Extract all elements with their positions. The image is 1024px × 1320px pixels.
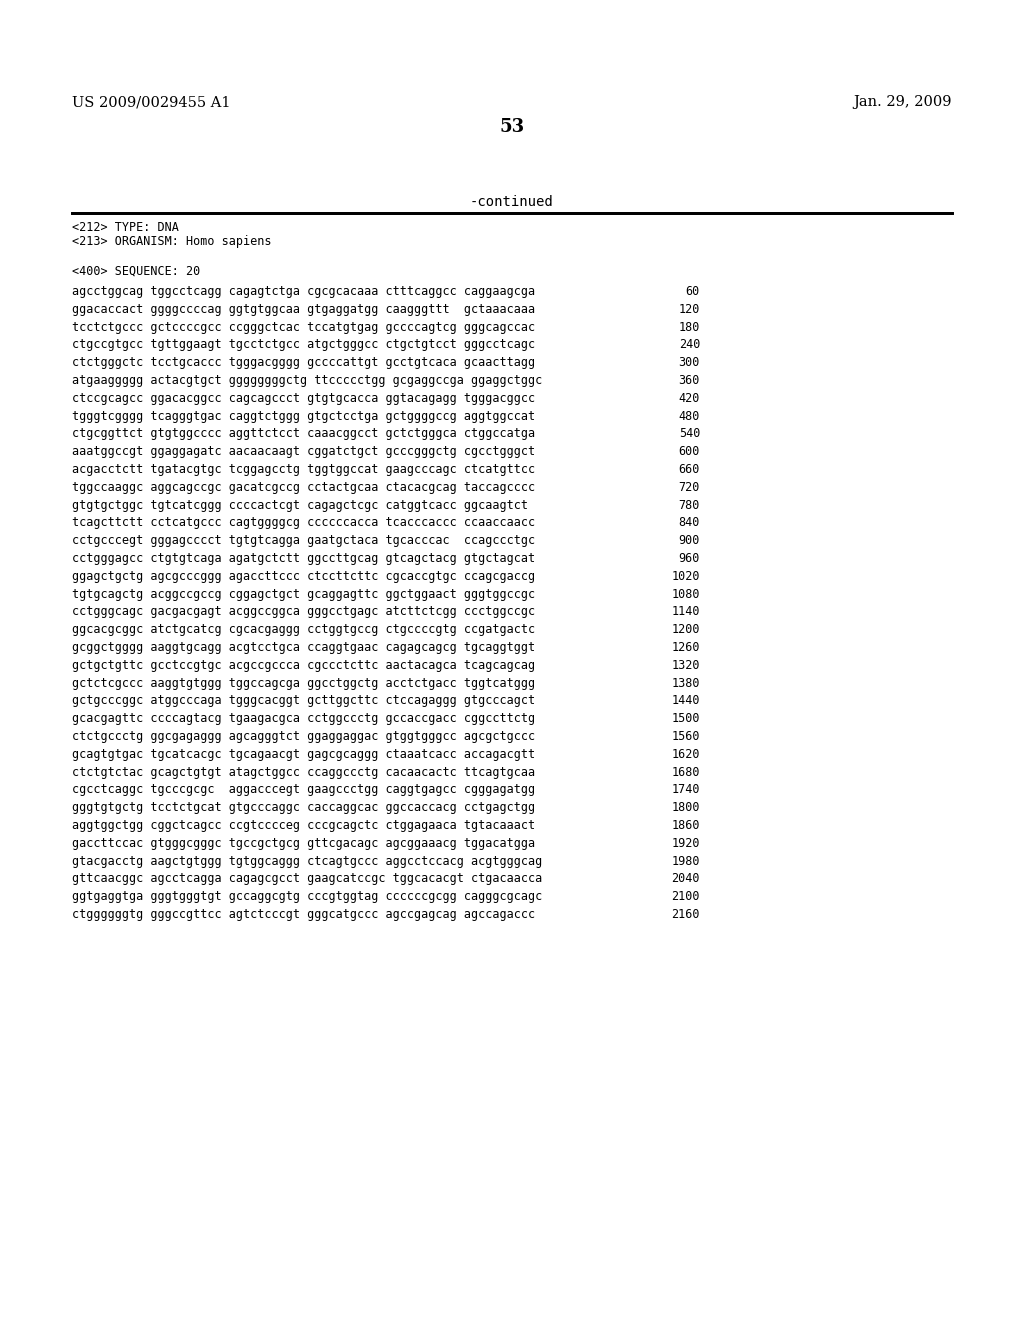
Text: cctgcccegt gggagcccct tgtgtcagga gaatgctaca tgcacccac  ccagccctgc: cctgcccegt gggagcccct tgtgtcagga gaatgct… xyxy=(72,535,536,548)
Text: ggacaccact ggggccccag ggtgtggcaa gtgaggatgg caagggttt  gctaaacaaa: ggacaccact ggggccccag ggtgtggcaa gtgagga… xyxy=(72,302,536,315)
Text: 1800: 1800 xyxy=(672,801,700,814)
Text: 1980: 1980 xyxy=(672,854,700,867)
Text: <212> TYPE: DNA: <212> TYPE: DNA xyxy=(72,220,179,234)
Text: ctctgtctac gcagctgtgt atagctggcc ccaggccctg cacaacactc ttcagtgcaa: ctctgtctac gcagctgtgt atagctggcc ccaggcc… xyxy=(72,766,536,779)
Text: <400> SEQUENCE: 20: <400> SEQUENCE: 20 xyxy=(72,264,201,277)
Text: 1560: 1560 xyxy=(672,730,700,743)
Text: 1620: 1620 xyxy=(672,748,700,760)
Text: ctctgggctc tcctgcaccc tgggacgggg gccccattgt gcctgtcaca gcaacttagg: ctctgggctc tcctgcaccc tgggacgggg gccccat… xyxy=(72,356,536,370)
Text: 1260: 1260 xyxy=(672,642,700,653)
Text: gctctcgccc aaggtgtggg tggccagcga ggcctggctg acctctgacc tggtcatggg: gctctcgccc aaggtgtggg tggccagcga ggcctgg… xyxy=(72,677,536,689)
Text: 2160: 2160 xyxy=(672,908,700,921)
Text: 420: 420 xyxy=(679,392,700,405)
Text: 60: 60 xyxy=(686,285,700,298)
Text: cctgggcagc gacgacgagt acggccggca gggcctgagc atcttctcgg ccctggccgc: cctgggcagc gacgacgagt acggccggca gggcctg… xyxy=(72,606,536,618)
Text: tgtgcagctg acggccgccg cggagctgct gcaggagttc ggctggaact gggtggccgc: tgtgcagctg acggccgccg cggagctgct gcaggag… xyxy=(72,587,536,601)
Text: ggcacgcggc atctgcatcg cgcacgaggg cctggtgccg ctgccccgtg ccgatgactc: ggcacgcggc atctgcatcg cgcacgaggg cctggtg… xyxy=(72,623,536,636)
Text: gtgtgctggc tgtcatcggg ccccactcgt cagagctcgc catggtcacc ggcaagtct: gtgtgctggc tgtcatcggg ccccactcgt cagagct… xyxy=(72,499,528,512)
Text: 1020: 1020 xyxy=(672,570,700,583)
Text: 780: 780 xyxy=(679,499,700,512)
Text: gcagtgtgac tgcatcacgc tgcagaacgt gagcgcaggg ctaaatcacc accagacgtt: gcagtgtgac tgcatcacgc tgcagaacgt gagcgca… xyxy=(72,748,536,760)
Text: ctgccgtgcc tgttggaagt tgcctctgcc atgctgggcc ctgctgtcct gggcctcagc: ctgccgtgcc tgttggaagt tgcctctgcc atgctgg… xyxy=(72,338,536,351)
Text: agcctggcag tggcctcagg cagagtctga cgcgcacaaa ctttcaggcc caggaagcga: agcctggcag tggcctcagg cagagtctga cgcgcac… xyxy=(72,285,536,298)
Text: gaccttccac gtgggcgggc tgccgctgcg gttcgacagc agcggaaacg tggacatgga: gaccttccac gtgggcgggc tgccgctgcg gttcgac… xyxy=(72,837,536,850)
Text: atgaaggggg actacgtgct ggggggggctg ttccccctgg gcgaggccga ggaggctggc: atgaaggggg actacgtgct ggggggggctg ttcccc… xyxy=(72,374,543,387)
Text: gggtgtgctg tcctctgcat gtgcccaggc caccaggcac ggccaccacg cctgagctgg: gggtgtgctg tcctctgcat gtgcccaggc caccagg… xyxy=(72,801,536,814)
Text: 1320: 1320 xyxy=(672,659,700,672)
Text: tcctctgccc gctccccgcc ccgggctcac tccatgtgag gccccagtcg gggcagccac: tcctctgccc gctccccgcc ccgggctcac tccatgt… xyxy=(72,321,536,334)
Text: gctgcccggc atggcccaga tgggcacggt gcttggcttc ctccagaggg gtgcccagct: gctgcccggc atggcccaga tgggcacggt gcttggc… xyxy=(72,694,536,708)
Text: 1680: 1680 xyxy=(672,766,700,779)
Text: 840: 840 xyxy=(679,516,700,529)
Text: 1140: 1140 xyxy=(672,606,700,618)
Text: 480: 480 xyxy=(679,409,700,422)
Text: 900: 900 xyxy=(679,535,700,548)
Text: tcagcttctt cctcatgccc cagtggggcg ccccccacca tcacccaccc ccaaccaacc: tcagcttctt cctcatgccc cagtggggcg cccccca… xyxy=(72,516,536,529)
Text: aaatggccgt ggaggagatc aacaacaagt cggatctgct gcccgggctg cgcctgggct: aaatggccgt ggaggagatc aacaacaagt cggatct… xyxy=(72,445,536,458)
Text: ctgcggttct gtgtggcccc aggttctcct caaacggcct gctctgggca ctggccatga: ctgcggttct gtgtggcccc aggttctcct caaacgg… xyxy=(72,428,536,441)
Text: 360: 360 xyxy=(679,374,700,387)
Text: acgacctctt tgatacgtgc tcggagcctg tggtggccat gaagcccagc ctcatgttcc: acgacctctt tgatacgtgc tcggagcctg tggtggc… xyxy=(72,463,536,477)
Text: ggtgaggtga gggtgggtgt gccaggcgtg cccgtggtag ccccccgcgg cagggcgcagc: ggtgaggtga gggtgggtgt gccaggcgtg cccgtgg… xyxy=(72,890,543,903)
Text: tggccaaggc aggcagccgc gacatcgccg cctactgcaa ctacacgcag taccagcccc: tggccaaggc aggcagccgc gacatcgccg cctactg… xyxy=(72,480,536,494)
Text: 660: 660 xyxy=(679,463,700,477)
Text: 120: 120 xyxy=(679,302,700,315)
Text: ggagctgctg agcgcccggg agaccttccc ctccttcttc cgcaccgtgc ccagcgaccg: ggagctgctg agcgcccggg agaccttccc ctccttc… xyxy=(72,570,536,583)
Text: 300: 300 xyxy=(679,356,700,370)
Text: -continued: -continued xyxy=(470,195,554,209)
Text: cgcctcaggc tgcccgcgc  aggacccegt gaagccctgg caggtgagcc cgggagatgg: cgcctcaggc tgcccgcgc aggacccegt gaagccct… xyxy=(72,783,536,796)
Text: cctgggagcc ctgtgtcaga agatgctctt ggccttgcag gtcagctacg gtgctagcat: cctgggagcc ctgtgtcaga agatgctctt ggccttg… xyxy=(72,552,536,565)
Text: 1440: 1440 xyxy=(672,694,700,708)
Text: gcggctgggg aaggtgcagg acgtcctgca ccaggtgaac cagagcagcg tgcaggtggt: gcggctgggg aaggtgcagg acgtcctgca ccaggtg… xyxy=(72,642,536,653)
Text: gttcaacggc agcctcagga cagagcgcct gaagcatccgc tggcacacgt ctgacaacca: gttcaacggc agcctcagga cagagcgcct gaagcat… xyxy=(72,873,543,886)
Text: 1920: 1920 xyxy=(672,837,700,850)
Text: 1500: 1500 xyxy=(672,713,700,725)
Text: 600: 600 xyxy=(679,445,700,458)
Text: ctccgcagcc ggacacggcc cagcagccct gtgtgcacca ggtacagagg tgggacggcc: ctccgcagcc ggacacggcc cagcagccct gtgtgca… xyxy=(72,392,536,405)
Text: tgggtcgggg tcagggtgac caggtctggg gtgctcctga gctggggccg aggtggccat: tgggtcgggg tcagggtgac caggtctggg gtgctcc… xyxy=(72,409,536,422)
Text: 2040: 2040 xyxy=(672,873,700,886)
Text: 1080: 1080 xyxy=(672,587,700,601)
Text: 2100: 2100 xyxy=(672,890,700,903)
Text: gcacgagttc ccccagtacg tgaagacgca cctggccctg gccaccgacc cggccttctg: gcacgagttc ccccagtacg tgaagacgca cctggcc… xyxy=(72,713,536,725)
Text: aggtggctgg cggctcagcc ccgtcccceg cccgcagctc ctggagaaca tgtacaaact: aggtggctgg cggctcagcc ccgtcccceg cccgcag… xyxy=(72,818,536,832)
Text: gtacgacctg aagctgtggg tgtggcaggg ctcagtgccc aggcctccacg acgtgggcag: gtacgacctg aagctgtggg tgtggcaggg ctcagtg… xyxy=(72,854,543,867)
Text: 1740: 1740 xyxy=(672,783,700,796)
Text: 53: 53 xyxy=(500,117,524,136)
Text: US 2009/0029455 A1: US 2009/0029455 A1 xyxy=(72,95,230,110)
Text: 1200: 1200 xyxy=(672,623,700,636)
Text: ctggggggtg gggccgttcc agtctcccgt gggcatgccc agccgagcag agccagaccc: ctggggggtg gggccgttcc agtctcccgt gggcatg… xyxy=(72,908,536,921)
Text: 960: 960 xyxy=(679,552,700,565)
Text: Jan. 29, 2009: Jan. 29, 2009 xyxy=(853,95,952,110)
Text: 240: 240 xyxy=(679,338,700,351)
Text: <213> ORGANISM: Homo sapiens: <213> ORGANISM: Homo sapiens xyxy=(72,235,271,248)
Text: gctgctgttc gcctccgtgc acgccgccca cgccctcttc aactacagca tcagcagcag: gctgctgttc gcctccgtgc acgccgccca cgccctc… xyxy=(72,659,536,672)
Text: 1380: 1380 xyxy=(672,677,700,689)
Text: 1860: 1860 xyxy=(672,818,700,832)
Text: 720: 720 xyxy=(679,480,700,494)
Text: ctctgccctg ggcgagaggg agcagggtct ggaggaggac gtggtgggcc agcgctgccc: ctctgccctg ggcgagaggg agcagggtct ggaggag… xyxy=(72,730,536,743)
Text: 180: 180 xyxy=(679,321,700,334)
Text: 540: 540 xyxy=(679,428,700,441)
